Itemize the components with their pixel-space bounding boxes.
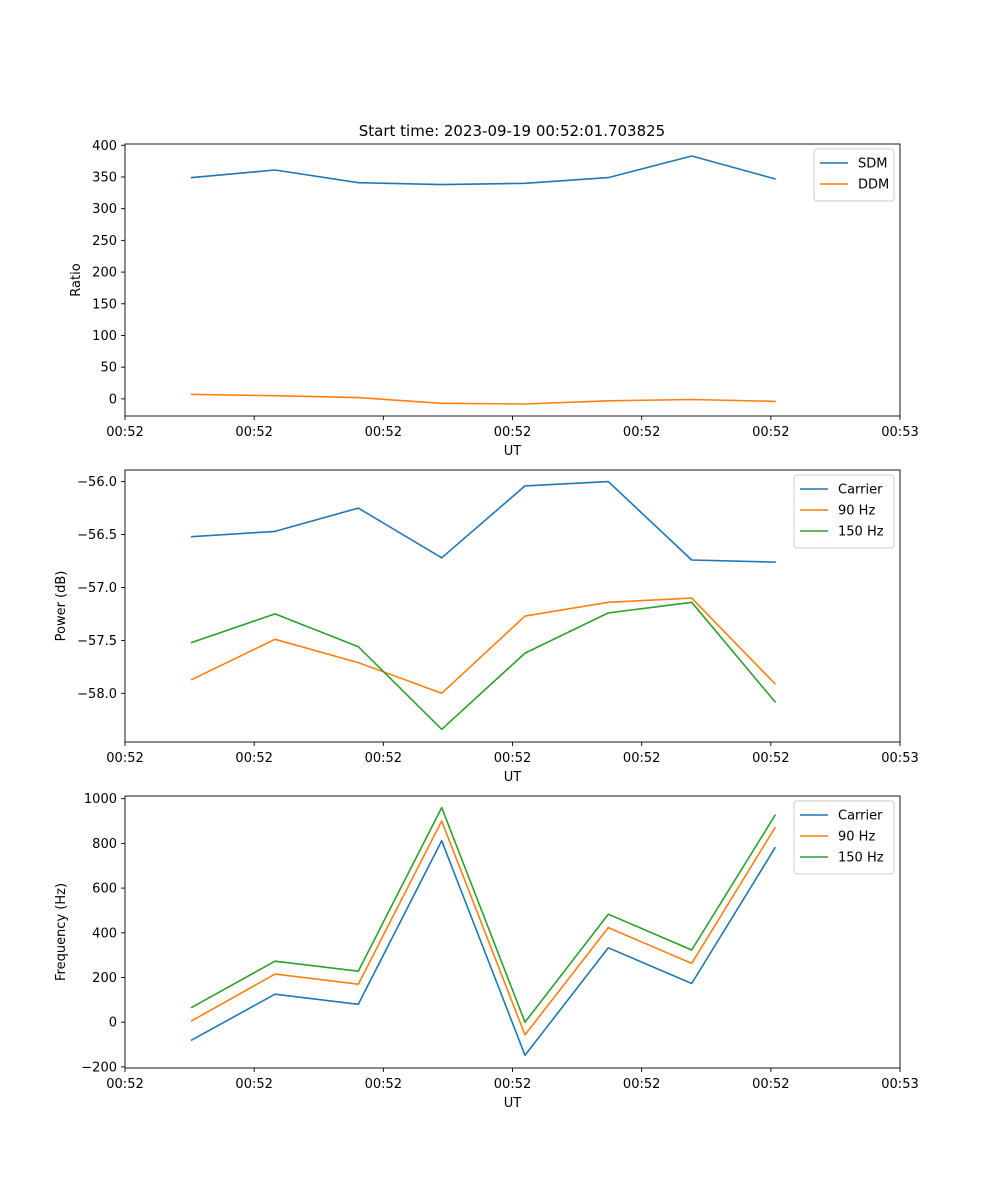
ratio-x-tick-label: 00:52 (623, 425, 660, 440)
ratio-y-tick-label: 350 (92, 170, 117, 185)
power-legend-label: Carrier (838, 483, 883, 498)
frequency-x-tick-label: 00:53 (881, 1077, 918, 1092)
power-series-line-carrier (190, 480, 776, 563)
power-x-tick-label: 00:52 (365, 751, 402, 766)
ratio-x-axis-label: UT (504, 444, 522, 459)
frequency-y-tick-label: 0 (109, 1016, 117, 1031)
power-legend-box (793, 474, 895, 549)
frequency-series-line-150-hz (190, 806, 777, 1024)
ratio-x-tick-label: 00:52 (235, 425, 272, 440)
ratio-legend: SDM DDM (813, 148, 895, 202)
power-y-tick-label: −57.0 (77, 581, 117, 596)
ratio-x-tick-label: 00:53 (881, 425, 918, 440)
frequency-legend-box (793, 800, 895, 875)
power-x-tick-label: 00:52 (106, 751, 143, 766)
ratio-legend-box (813, 148, 895, 202)
power-series-line-90-hz (190, 597, 777, 695)
frequency-x-tick-label: 00:52 (752, 1077, 789, 1092)
frequency-chart: 00:52 00:52 00:52 00:52 00:52 00:52 00:53 −200 0… (54, 792, 919, 1111)
ratio-series-line-ddm (190, 393, 776, 405)
power-chart: 00:52 00:52 00:52 00:52 00:52 00:52 00:53 −58.0… (54, 469, 919, 785)
ratio-x-tick-label: 00:52 (365, 425, 402, 440)
frequency-y-tick-label: 600 (92, 882, 117, 897)
frequency-x-tick-label: 00:52 (365, 1077, 402, 1092)
ratio-x-tick-label: 00:52 (106, 425, 143, 440)
frequency-x-axis-label: UT (504, 1096, 522, 1111)
power-legend: Carrier 90 Hz 150 Hz (793, 474, 895, 549)
power-legend-label: 150 Hz (838, 525, 884, 540)
frequency-y-axis-label: Frequency (Hz) (54, 883, 69, 981)
frequency-x-tick-label: 00:52 (235, 1077, 272, 1092)
frequency-x-tick-label: 00:52 (623, 1077, 660, 1092)
power-series-line-150-hz (190, 601, 777, 731)
frequency-legend: Carrier 90 Hz 150 Hz (793, 800, 895, 875)
power-y-tick-label: −56.0 (77, 475, 117, 490)
power-y-tick-label: −58.0 (77, 687, 117, 702)
ratio-legend-label: SDM (858, 157, 887, 172)
ratio-y-tick-label: 100 (92, 329, 117, 344)
ratio-y-tick-label: 50 (100, 361, 117, 376)
ratio-series-line-sdm (190, 155, 776, 186)
frequency-series-line-carrier (190, 839, 777, 1057)
ratio-y-tick-label: 250 (92, 234, 117, 249)
ratio-legend-label: DDM (858, 178, 889, 193)
power-x-tick-label: 00:52 (623, 751, 660, 766)
ratio-y-tick-label: 0 (109, 392, 117, 407)
frequency-x-tick-label: 00:52 (106, 1077, 143, 1092)
ratio-x-tick-label: 00:52 (752, 425, 789, 440)
ratio-y-tick-label: 300 (92, 202, 117, 217)
frequency-x-tick-label: 00:52 (494, 1077, 531, 1092)
ratio-y-tick-label: 200 (92, 266, 117, 281)
power-y-tick-label: −57.5 (77, 634, 117, 649)
power-x-tick-label: 00:52 (235, 751, 272, 766)
ratio-y-axis-label: Ratio (69, 263, 84, 296)
power-x-tick-label: 00:52 (752, 751, 789, 766)
power-x-axis-label: UT (504, 770, 522, 785)
frequency-legend-label: 90 Hz (838, 830, 875, 845)
power-x-tick-label: 00:52 (494, 751, 531, 766)
power-y-tick-label: −56.5 (77, 528, 117, 543)
ratio-y-tick-label: 150 (92, 297, 117, 312)
ratio-chart: 00:52 00:52 00:52 00:52 00:52 00:52 00:53 0 50 10… (69, 139, 919, 459)
ratio-y-tick-label: 400 (92, 139, 117, 154)
frequency-y-tick-label: 800 (92, 837, 117, 852)
figure-title: Start time: 2023-09-19 00:52:01.703825 (359, 122, 665, 140)
frequency-legend-label: Carrier (838, 809, 883, 824)
frequency-series-line-90-hz (190, 820, 777, 1036)
frequency-y-tick-label: 400 (92, 926, 117, 941)
power-legend-label: 90 Hz (838, 504, 875, 519)
chart-panels: 00:52 00:52 00:52 00:52 00:52 00:52 00:53 0 50 10… (54, 139, 919, 1111)
ratio-x-tick-label: 00:52 (494, 425, 531, 440)
power-x-tick-label: 00:53 (881, 751, 918, 766)
power-y-axis-label: Power (dB) (54, 571, 69, 642)
frequency-y-tick-label: −200 (81, 1060, 117, 1075)
frequency-y-tick-label: 200 (92, 971, 117, 986)
frequency-legend-label: 150 Hz (838, 851, 884, 866)
frequency-y-tick-label: 1000 (84, 792, 117, 807)
